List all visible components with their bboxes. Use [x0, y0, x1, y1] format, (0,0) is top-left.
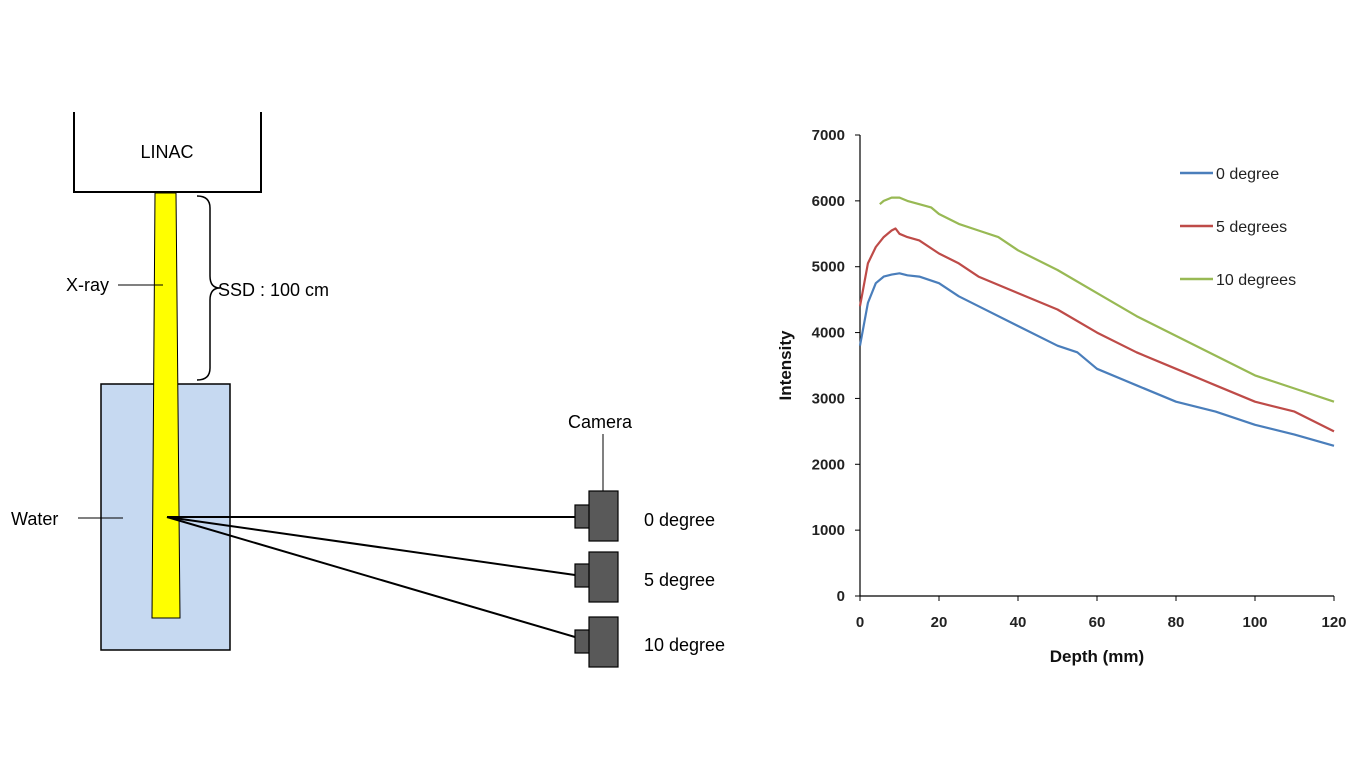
ssd-brace — [196, 195, 221, 381]
setup-diagram: LINAC X-ray SSD : 100 cm Water — [11, 112, 725, 668]
x-tick-label: 40 — [1010, 614, 1027, 631]
x-tick-label: 0 — [856, 614, 864, 631]
angle-label-0: 0 degree — [644, 510, 715, 530]
chart-axes — [855, 134, 1335, 601]
y-tick-label: 6000 — [812, 193, 845, 210]
y-tick-label: 2000 — [812, 456, 845, 473]
legend-label-0: 0 degree — [1216, 166, 1279, 183]
x-tick-label: 100 — [1242, 614, 1267, 631]
water-label: Water — [11, 509, 58, 529]
intensity-chart: 0 1000 2000 3000 4000 5000 6000 7000 0 20 40 60 80 10… — [776, 127, 1347, 666]
y-tick-label: 3000 — [812, 390, 845, 407]
y-tick-label: 4000 — [812, 325, 845, 342]
x-tick-label: 120 — [1321, 614, 1346, 631]
x-tick-label: 20 — [931, 614, 948, 631]
series-line-1 — [858, 227, 1335, 433]
x-tick-label: 60 — [1089, 614, 1106, 631]
y-axis-title: Intensity — [776, 330, 795, 400]
camera-0 — [574, 490, 619, 542]
chart-tick-labels: 0 1000 2000 3000 4000 5000 6000 7000 0 20 40 60 80 10… — [812, 127, 1347, 631]
ssd-label: SSD : 100 cm — [218, 280, 329, 300]
sight-lines — [166, 516, 576, 638]
linac-head — [73, 112, 262, 193]
camera-body — [588, 616, 619, 668]
legend-label-2: 10 degrees — [1216, 272, 1296, 289]
camera-body — [588, 551, 619, 603]
angle-label-5: 5 degree — [644, 570, 715, 590]
sight-line-10 — [166, 516, 576, 638]
camera-5 — [574, 551, 619, 603]
legend-label-1: 5 degrees — [1216, 219, 1287, 236]
chart-legend: 0 degree 5 degrees 10 degrees — [1180, 166, 1296, 289]
y-tick-label: 5000 — [812, 259, 845, 276]
chart-series — [858, 196, 1335, 447]
camera-10 — [574, 616, 619, 668]
y-tick-label: 0 — [837, 588, 845, 605]
x-axis-title: Depth (mm) — [1050, 647, 1144, 666]
y-tick-label: 1000 — [812, 522, 845, 539]
series-line-0 — [858, 272, 1335, 447]
y-tick-label: 7000 — [812, 127, 845, 144]
x-tick-label: 80 — [1168, 614, 1185, 631]
series-line-2 — [879, 196, 1335, 403]
linac-label: LINAC — [140, 142, 193, 162]
xray-beam — [151, 192, 181, 619]
sight-line-5 — [166, 516, 576, 576]
camera-label: Camera — [568, 412, 633, 432]
camera-body — [588, 490, 619, 542]
angle-label-10: 10 degree — [644, 635, 725, 655]
xray-label: X-ray — [66, 275, 109, 295]
